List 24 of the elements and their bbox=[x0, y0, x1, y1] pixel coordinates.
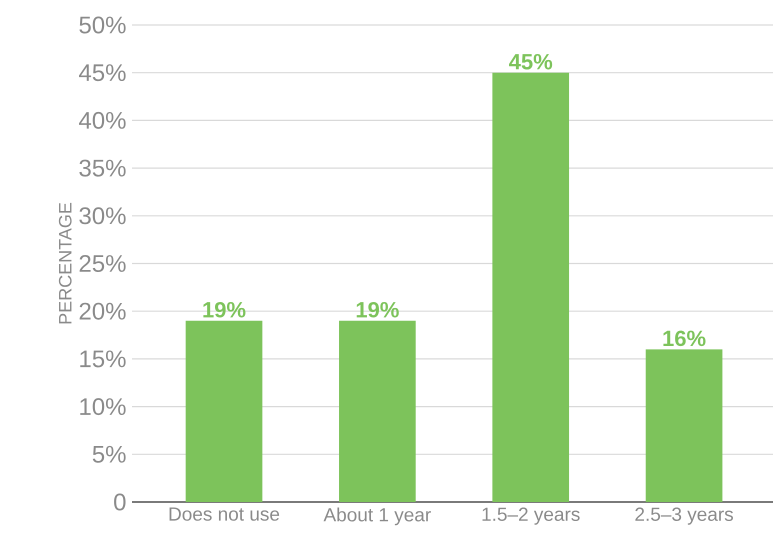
y-tick-label: 35% bbox=[79, 160, 126, 177]
y-tick-label: 10% bbox=[80, 398, 126, 416]
y-tick-label: 20% bbox=[80, 302, 126, 320]
y-axis-title: PERCENTAGE bbox=[58, 202, 72, 324]
x-tick-label: About 1 year bbox=[324, 508, 431, 526]
bar bbox=[646, 349, 722, 502]
y-tick-label: 40% bbox=[78, 112, 126, 129]
x-tick-label: Does not use bbox=[170, 508, 280, 521]
y-tick-label: 15% bbox=[80, 350, 126, 368]
data-label: 19% bbox=[356, 302, 399, 318]
bar bbox=[186, 320, 262, 502]
x-tick-label: 2.5–3 years bbox=[635, 508, 733, 525]
y-tick-label: 50% bbox=[79, 16, 126, 34]
y-tick-label: 5% bbox=[92, 446, 126, 463]
bar bbox=[492, 72, 570, 502]
x-tick-label: 1.5–2 years bbox=[482, 508, 580, 525]
data-label: 16% bbox=[663, 330, 706, 346]
y-tick-label: 0 bbox=[114, 493, 126, 510]
data-label: 19% bbox=[203, 302, 246, 318]
y-tick-label: 30% bbox=[79, 207, 126, 224]
bar bbox=[339, 320, 416, 502]
y-tick-label: 25% bbox=[80, 254, 126, 272]
y-tick-label: 45% bbox=[78, 64, 126, 82]
data-label: 45% bbox=[509, 54, 552, 70]
